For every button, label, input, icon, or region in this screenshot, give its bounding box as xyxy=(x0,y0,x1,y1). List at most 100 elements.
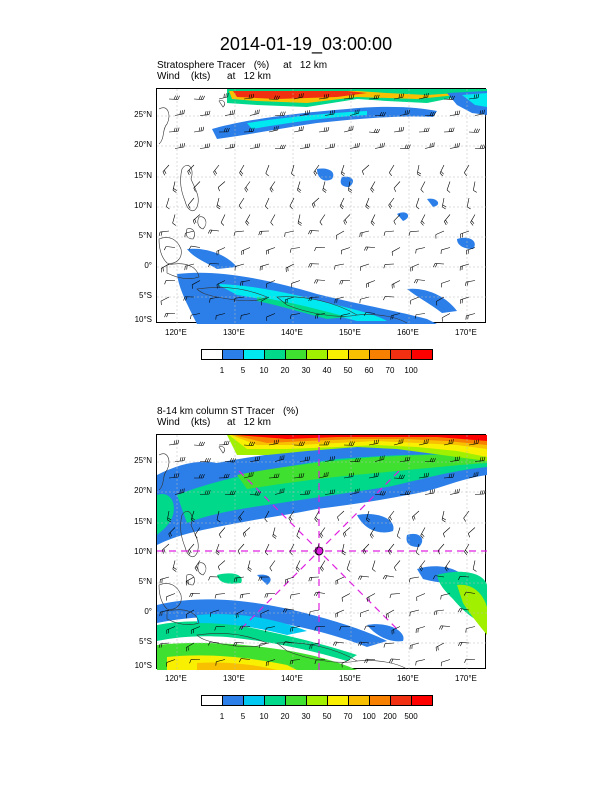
wind-barb xyxy=(460,296,470,301)
wind-barb xyxy=(235,230,245,233)
wind-barb xyxy=(288,510,295,519)
wind-barb xyxy=(468,475,478,479)
wind-barb xyxy=(309,230,320,232)
colorbar-swatch xyxy=(390,695,412,706)
wind-barb xyxy=(260,263,270,267)
wind-barb xyxy=(312,197,320,205)
wind-barb xyxy=(235,576,245,579)
wind-barb xyxy=(186,609,195,615)
wind-barb xyxy=(235,263,245,267)
wind-barb xyxy=(299,113,309,116)
wind-barb xyxy=(235,642,245,644)
colorbar-label: 50 xyxy=(322,712,332,721)
wind-barb xyxy=(168,443,178,446)
wind-barb xyxy=(396,527,401,537)
wind-barb xyxy=(166,593,176,597)
wind-barb xyxy=(410,642,420,646)
wind-barb xyxy=(274,458,284,462)
wind-barb xyxy=(299,147,309,149)
wind-barb xyxy=(319,527,326,535)
colorbar-label: 500 xyxy=(404,712,418,721)
wind-barb xyxy=(393,214,401,222)
wind-barb xyxy=(192,214,201,221)
wind-barb xyxy=(336,230,345,236)
wind-barb xyxy=(260,642,270,645)
wind-barb xyxy=(449,492,459,495)
colorbar-label: 100 xyxy=(362,712,376,721)
wind-barb xyxy=(316,659,326,661)
wind-barb xyxy=(324,147,334,149)
wind-barb xyxy=(241,280,251,283)
wind-barb xyxy=(473,181,476,191)
wind-barb xyxy=(412,510,420,518)
wind-barb xyxy=(394,560,401,568)
wind-barb xyxy=(388,543,395,552)
wind-barb xyxy=(419,560,426,568)
wind-barb xyxy=(291,247,301,250)
wind-barb xyxy=(293,129,303,133)
wind-barb xyxy=(240,625,251,627)
wind-barb xyxy=(218,527,226,535)
wind-barb xyxy=(295,560,301,569)
wind-barb xyxy=(441,280,451,284)
colorbar-label: 5 xyxy=(240,712,246,721)
wind-barb xyxy=(269,181,276,190)
wind-barb xyxy=(318,475,328,479)
wind-barb xyxy=(347,181,351,191)
wind-barb xyxy=(168,131,178,133)
wind-barb xyxy=(472,560,476,570)
wind-barb xyxy=(210,609,220,614)
lon-tick-label: 150°E xyxy=(339,328,361,337)
wind-barb xyxy=(194,527,201,536)
wind-barb xyxy=(418,442,428,446)
wind-barb xyxy=(416,659,426,662)
wind-barb xyxy=(266,280,276,284)
wind-barb xyxy=(210,296,220,299)
wind-barb xyxy=(220,214,226,223)
wind-barb xyxy=(291,659,301,661)
lon-tick-label: 130°E xyxy=(223,328,245,337)
wind-barb xyxy=(360,263,370,268)
wind-barb xyxy=(441,197,445,207)
colorbar-label: 70 xyxy=(343,712,353,721)
wind-barb xyxy=(310,642,320,646)
wind-barb xyxy=(160,576,170,580)
wind-barb xyxy=(168,527,176,535)
colorbar-label: 1 xyxy=(219,712,225,721)
wind-barb xyxy=(224,113,234,116)
wind-barb xyxy=(362,164,370,172)
wind-barb xyxy=(386,609,395,615)
wind-barb xyxy=(174,113,184,116)
colorbar-swatch xyxy=(243,349,265,360)
wind-barb xyxy=(388,510,395,519)
wind-barb xyxy=(466,280,476,283)
wind-barb xyxy=(247,560,251,570)
wind-barb xyxy=(243,475,253,479)
wind-barb xyxy=(285,641,295,644)
wind-barb xyxy=(374,494,385,496)
colorbar-swatch xyxy=(411,349,433,360)
wind-barb xyxy=(366,311,376,314)
wind-barb xyxy=(216,593,226,595)
wind-barb xyxy=(460,641,470,644)
lon-tick-label: 140°E xyxy=(281,674,303,683)
wind-barb xyxy=(385,575,395,578)
wind-barb xyxy=(293,476,303,479)
wind-barb xyxy=(249,147,259,149)
lat-tick-label: 10°N xyxy=(134,547,152,556)
wind-barb xyxy=(224,147,234,149)
wind-barb xyxy=(216,659,226,662)
wind-barb xyxy=(436,296,445,302)
colorbar-swatch xyxy=(411,695,433,706)
wind-barb xyxy=(166,659,176,663)
wind-barb xyxy=(241,658,251,660)
wind-barb xyxy=(374,146,384,149)
wind-barb xyxy=(199,147,209,149)
wind-barb xyxy=(293,96,303,100)
wind-barb xyxy=(391,247,401,253)
colorbar-swatch xyxy=(327,695,349,706)
wind-barb xyxy=(238,510,245,519)
wind-barb xyxy=(285,263,295,269)
wind-barb xyxy=(374,459,384,462)
wind-barb xyxy=(314,510,320,520)
